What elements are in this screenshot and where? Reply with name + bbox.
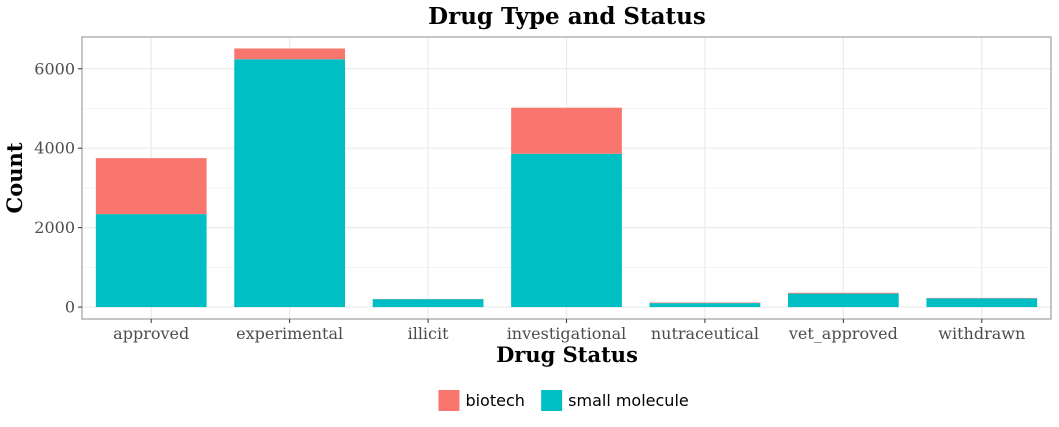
legend: biotech small molecule xyxy=(438,390,689,411)
x-tick-label-experimental: experimental xyxy=(236,324,343,343)
legend-key-small-molecule xyxy=(541,390,563,411)
x-axis-title: Drug Status xyxy=(496,342,638,367)
bar-biotech-vet_approved xyxy=(787,292,899,294)
bar-small-molecule-nutraceutical xyxy=(649,303,761,308)
bars xyxy=(95,48,1038,308)
y-axis-title: Count xyxy=(2,142,27,213)
bar-biotech-investigational xyxy=(511,107,622,154)
y-tick-label: 6000 xyxy=(34,59,75,78)
x-tick-label-illicit: illicit xyxy=(408,324,450,343)
bar-small-molecule-illicit xyxy=(372,299,484,308)
x-tick-label-withdrawn: withdrawn xyxy=(938,324,1025,343)
y-tick-label: 2000 xyxy=(34,218,75,237)
bar-small-molecule-vet_approved xyxy=(787,293,899,308)
x-tick-label-approved: approved xyxy=(113,324,189,343)
bar-biotech-nutraceutical xyxy=(649,302,761,304)
chart-title: Drug Type and Status xyxy=(428,3,706,30)
bar-small-molecule-investigational xyxy=(511,153,622,308)
y-axis: 0 2000 4000 6000 xyxy=(34,59,82,317)
x-axis: approved experimental illicit investigation… xyxy=(113,319,1025,343)
bar-small-molecule-withdrawn xyxy=(926,298,1038,308)
legend-key-biotech xyxy=(438,390,460,411)
x-tick-label-nutraceutical: nutraceutical xyxy=(651,324,759,343)
bar-small-molecule-experimental xyxy=(234,59,346,308)
bar-biotech-experimental xyxy=(234,48,346,60)
bar-biotech-approved xyxy=(95,158,207,215)
y-tick-label: 4000 xyxy=(34,139,75,158)
x-tick-label-vet_approved: vet_approved xyxy=(788,324,898,343)
x-tick-label-investigational: investigational xyxy=(507,324,627,343)
legend-label-biotech: biotech xyxy=(465,391,524,410)
y-tick-label: 0 xyxy=(65,298,75,317)
bar-small-molecule-approved xyxy=(95,214,207,308)
legend-label-small-molecule: small molecule xyxy=(568,391,689,410)
